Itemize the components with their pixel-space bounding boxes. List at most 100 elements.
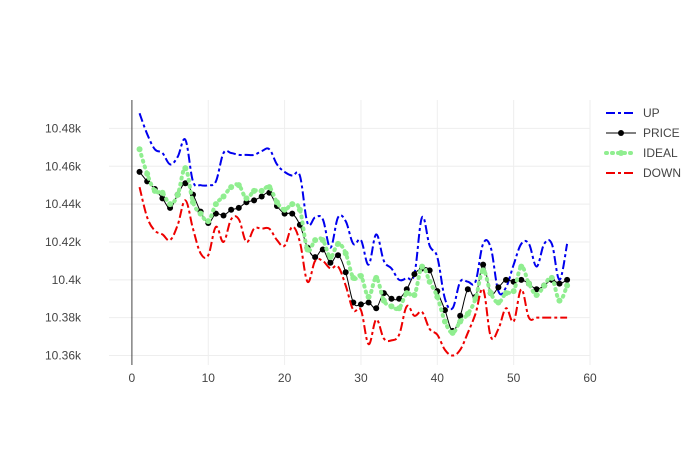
data-point-ideal [510, 288, 517, 295]
data-point-ideal [189, 199, 196, 206]
data-point-ideal [220, 193, 227, 200]
x-tick-label: 50 [507, 371, 521, 385]
legend-item-price[interactable]: PRICE [606, 126, 680, 140]
data-point-ideal [503, 290, 510, 297]
data-point-ideal [419, 263, 426, 270]
data-point-price [251, 197, 258, 204]
series-line-price [139, 171, 568, 332]
data-point-price [220, 212, 227, 219]
data-point-price [464, 286, 471, 293]
series-down [138, 186, 568, 357]
data-point-price [357, 301, 364, 308]
data-point-price [342, 269, 349, 276]
data-point-ideal [258, 187, 265, 194]
data-point-ideal [266, 184, 273, 191]
data-point-price [319, 246, 326, 253]
data-point-price [495, 284, 502, 291]
legend-label: UP [643, 106, 660, 120]
data-point-price [365, 299, 372, 306]
data-point-ideal [136, 146, 143, 153]
data-point-ideal [228, 184, 235, 191]
legend-item-up[interactable]: UP [606, 106, 660, 120]
y-tick-label: 10.4k [52, 273, 82, 287]
series-line-down [138, 186, 568, 357]
legend-item-ideal[interactable]: IDEAL [604, 146, 678, 160]
data-point-ideal [525, 280, 532, 287]
y-tick-label: 10.44k [45, 197, 82, 211]
data-point-ideal [251, 187, 258, 194]
data-point-ideal [296, 206, 303, 213]
data-point-ideal [373, 274, 380, 281]
data-point-ideal [304, 246, 311, 253]
x-tick-label: 30 [354, 371, 368, 385]
legend[interactable]: UP PRICE IDEAL DOWN [604, 106, 681, 180]
data-point-price [136, 168, 143, 175]
data-point-ideal [243, 195, 250, 202]
x-tick-label: 40 [431, 371, 445, 385]
series-up [138, 112, 569, 311]
data-point-ideal [411, 291, 418, 298]
legend-label: PRICE [643, 126, 680, 140]
data-point-ideal [205, 218, 212, 225]
data-point-ideal [541, 282, 548, 289]
data-point-price [159, 195, 166, 202]
data-point-ideal [449, 329, 456, 336]
y-tick-label: 10.38k [45, 311, 82, 325]
data-point-ideal [564, 282, 571, 289]
data-point-price [212, 210, 219, 217]
data-point-ideal [487, 290, 494, 297]
data-point-ideal [335, 240, 342, 247]
data-point-ideal [365, 293, 372, 300]
data-point-ideal [151, 187, 158, 194]
data-point-ideal [235, 182, 242, 189]
data-point-ideal [289, 201, 296, 208]
data-point-ideal [441, 318, 448, 325]
data-point-price [533, 286, 540, 293]
y-tick-label: 10.36k [45, 349, 82, 363]
legend-marker [618, 130, 624, 136]
data-point-ideal [396, 305, 403, 312]
data-point-price [258, 193, 265, 200]
data-point-price [564, 276, 571, 283]
legend-label: DOWN [643, 166, 681, 180]
data-point-ideal [342, 250, 349, 257]
data-point-price [312, 254, 319, 261]
data-point-price [335, 252, 342, 259]
data-point-ideal [357, 273, 364, 280]
data-point-ideal [472, 295, 479, 302]
data-point-price [411, 271, 418, 278]
data-point-ideal [533, 291, 540, 298]
y-tick-label: 10.42k [45, 235, 82, 249]
data-point-ideal [403, 290, 410, 297]
data-point-price [396, 295, 403, 302]
series-line-up [138, 112, 569, 311]
data-point-ideal [273, 199, 280, 206]
data-point-price [235, 204, 242, 211]
y-tick-label: 10.48k [45, 121, 82, 135]
data-point-ideal [350, 274, 357, 281]
data-point-ideal [556, 297, 563, 304]
data-point-ideal [212, 201, 219, 208]
series-ideal [136, 146, 571, 336]
data-point-price [388, 295, 395, 302]
legend-item-down[interactable]: DOWN [606, 166, 681, 180]
data-point-price [289, 210, 296, 217]
data-point-price [327, 259, 334, 266]
data-point-ideal [495, 299, 502, 306]
legend-marker [618, 150, 624, 156]
data-point-price [373, 305, 380, 312]
data-point-ideal [174, 191, 181, 198]
data-point-price [480, 261, 487, 268]
x-tick-label: 0 [129, 371, 136, 385]
data-point-price [503, 276, 510, 283]
y-tick-label: 10.46k [45, 159, 82, 173]
data-point-price [228, 206, 235, 213]
data-point-price [556, 280, 563, 287]
data-point-ideal [434, 293, 441, 300]
series-lines [136, 112, 571, 357]
x-tick-label: 10 [202, 371, 216, 385]
data-point-ideal [457, 318, 464, 325]
data-point-ideal [548, 274, 555, 281]
series-price [136, 168, 571, 334]
